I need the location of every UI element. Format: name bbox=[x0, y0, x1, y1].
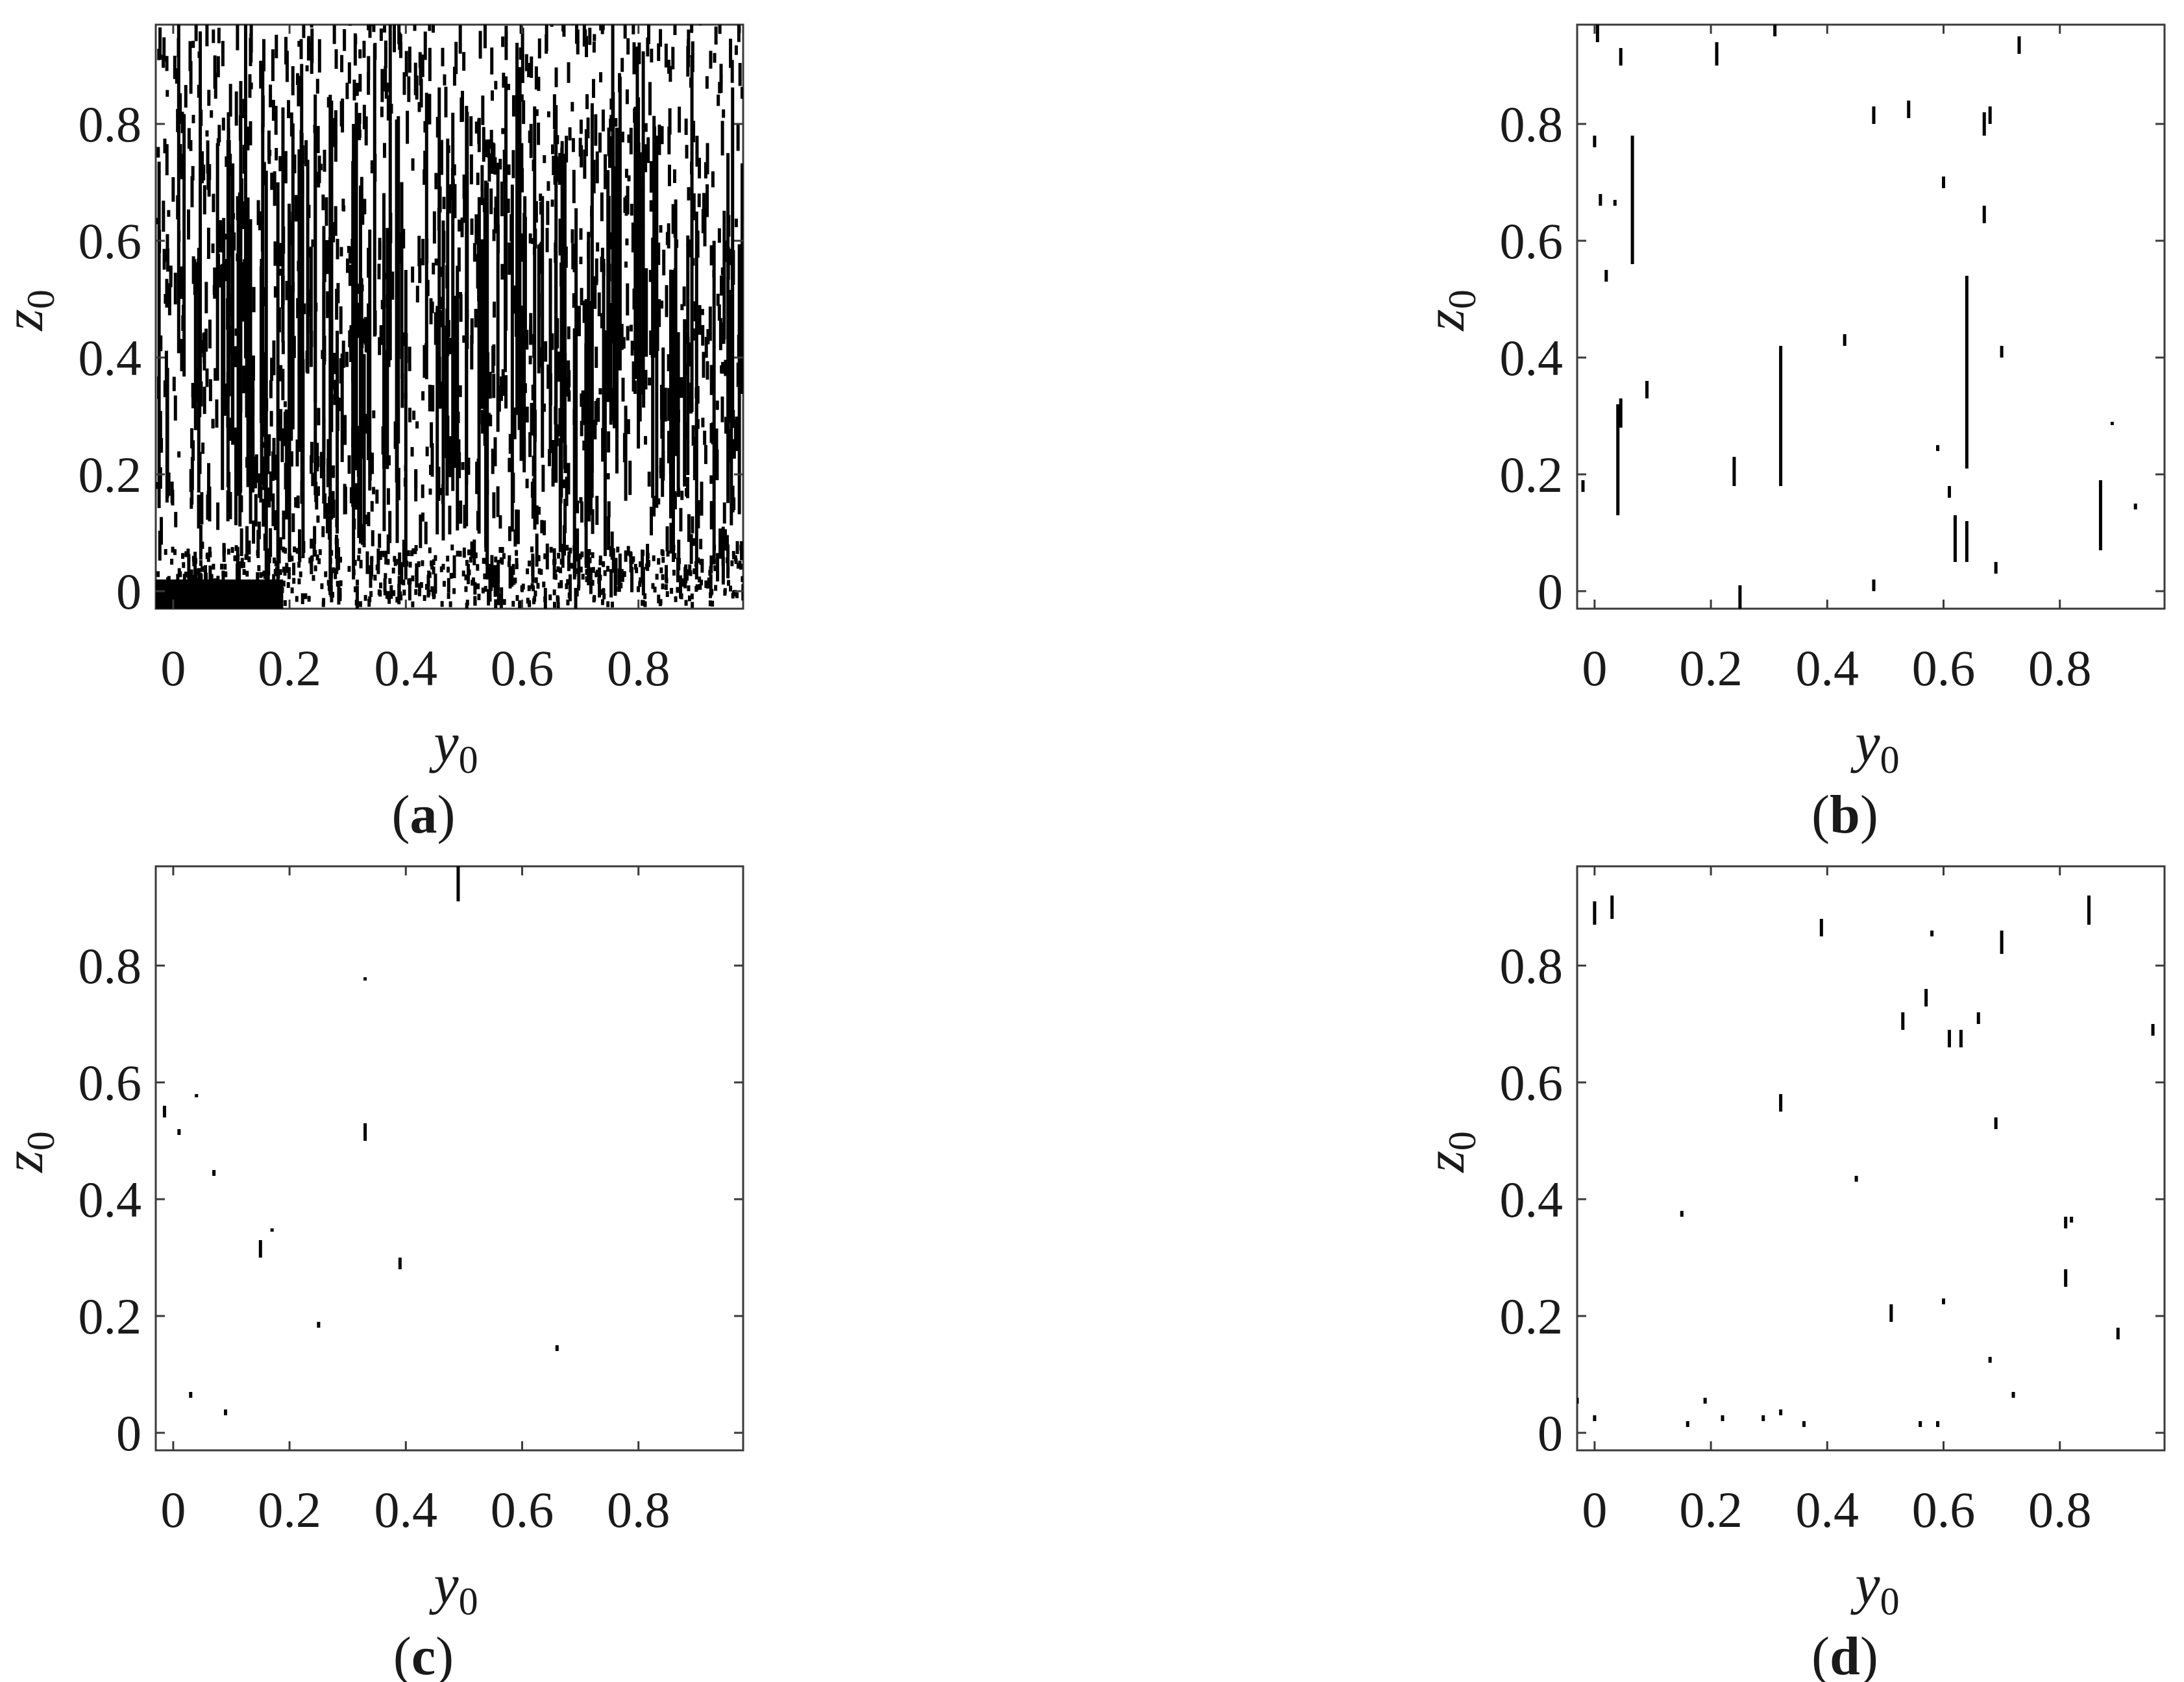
x-tick-label: 0.2 bbox=[1679, 640, 1743, 696]
x-tick-label: 0.8 bbox=[2028, 1481, 2092, 1538]
y-tick-label: 0.4 bbox=[1500, 1171, 1564, 1228]
x-tick-label: 0 bbox=[1582, 1481, 1607, 1538]
panel-label: (c) bbox=[393, 1626, 454, 1682]
panel-a: 0 0.2 0.4 0.6 0.8 0 0.2 0.4 0.6 0.8 y0 z0 (a) bbox=[0, 23, 744, 845]
x-tick-label: 0.4 bbox=[374, 640, 438, 696]
x-tick-label: 0.4 bbox=[374, 1481, 438, 1538]
x-axis-label: y0 bbox=[428, 711, 478, 781]
x-axis-label: y0 bbox=[1850, 1553, 1899, 1623]
y-tick-label: 0.6 bbox=[1500, 213, 1564, 269]
x-tick-label: 0.2 bbox=[258, 1481, 321, 1538]
y-tick-label: 0 bbox=[116, 1405, 141, 1461]
y-tick-label: 0.2 bbox=[79, 1288, 142, 1345]
y-tick-label: 0 bbox=[1538, 563, 1563, 620]
x-tick-label: 0.6 bbox=[491, 1481, 554, 1538]
y-axis-label: z0 bbox=[1414, 1131, 1484, 1173]
x-tick-label: 0.8 bbox=[607, 1481, 670, 1538]
y-tick-label: 0.4 bbox=[79, 330, 142, 386]
y-axis-label: z0 bbox=[1414, 289, 1484, 331]
y-tick-label: 0.8 bbox=[79, 96, 142, 152]
y-tick-label: 0.8 bbox=[1500, 938, 1564, 994]
x-tick-label: 0.8 bbox=[2028, 640, 2092, 696]
x-tick-label: 0.4 bbox=[1796, 1481, 1859, 1538]
panel-d: 0 0.2 0.4 0.6 0.8 0 0.2 0.4 0.6 0.8 y0 z0 (d) bbox=[1414, 865, 2166, 1682]
x-tick-label: 0 bbox=[1582, 640, 1607, 696]
y-tick-label: 0.2 bbox=[1500, 446, 1564, 503]
x-tick-label: 0.2 bbox=[258, 640, 321, 696]
x-tick-label: 0.6 bbox=[1912, 640, 1976, 696]
data-marks bbox=[156, 25, 743, 609]
x-tick-label: 0 bbox=[160, 640, 186, 696]
y-tick-label: 0.4 bbox=[79, 1171, 142, 1228]
panel-label: (a) bbox=[392, 785, 456, 845]
y-axis-label: z0 bbox=[0, 289, 62, 331]
data-marks bbox=[1577, 896, 2155, 1427]
y-tick-label: 0.8 bbox=[1500, 96, 1564, 152]
y-axis-label: z0 bbox=[0, 1131, 62, 1173]
y-tick-label: 0 bbox=[1538, 1405, 1563, 1461]
panel-b: 0 0.2 0.4 0.6 0.8 0 0.2 0.4 0.6 0.8 y0 z0 (b) bbox=[1414, 23, 2166, 845]
panel-c: 0 0.2 0.4 0.6 0.8 0 0.2 0.4 0.6 0.8 y0 z0 (c) bbox=[0, 865, 744, 1682]
y-tick-label: 0.8 bbox=[79, 938, 142, 994]
x-tick-label: 0.6 bbox=[1912, 1481, 1976, 1538]
y-tick-label: 0.4 bbox=[1500, 330, 1564, 386]
x-tick-label: 0.2 bbox=[1679, 1481, 1743, 1538]
y-tick-label: 0.6 bbox=[79, 213, 142, 269]
x-tick-label: 0.6 bbox=[491, 640, 554, 696]
x-axis-label: y0 bbox=[1850, 711, 1899, 781]
y-tick-label: 0 bbox=[116, 563, 141, 620]
panel-label: (d) bbox=[1811, 1626, 1878, 1682]
panel-label: (b) bbox=[1811, 785, 1878, 845]
x-tick-label: 0 bbox=[160, 1481, 186, 1538]
plot-frame bbox=[1576, 23, 2166, 610]
data-marks bbox=[1581, 25, 2137, 609]
x-axis-label: y0 bbox=[428, 1553, 478, 1623]
x-tick-label: 0.8 bbox=[607, 640, 670, 696]
data-marks bbox=[162, 866, 559, 1415]
y-tick-label: 0.2 bbox=[1500, 1288, 1564, 1345]
y-tick-label: 0.2 bbox=[79, 446, 142, 503]
x-tick-label: 0.4 bbox=[1796, 640, 1859, 696]
plot-frame bbox=[1576, 865, 2166, 1452]
y-tick-label: 0.6 bbox=[79, 1054, 142, 1111]
plot-frame bbox=[154, 865, 744, 1452]
y-tick-label: 0.6 bbox=[1500, 1054, 1564, 1111]
